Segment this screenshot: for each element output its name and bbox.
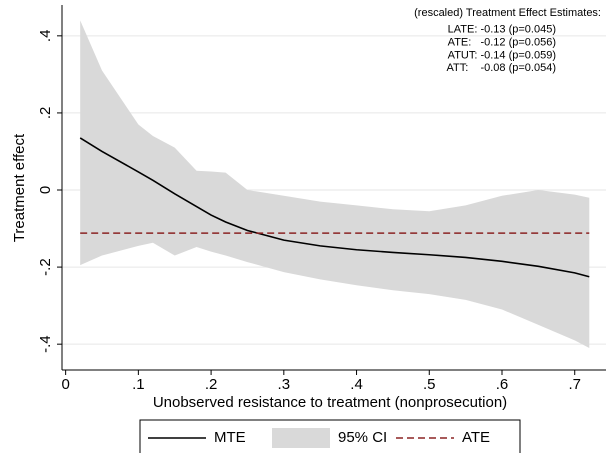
y-tick-label: .4	[37, 30, 54, 43]
y-tick-label: .2	[37, 107, 54, 120]
annotation: LATE: -0.13 (p=0.045)	[448, 24, 556, 36]
x-tick-label: .6	[496, 376, 509, 393]
annotation: ATE: -0.12 (p=0.056)	[448, 37, 556, 49]
x-tick-label: 0	[61, 376, 69, 393]
y-tick-label: 0	[37, 186, 54, 194]
x-tick-label: .7	[568, 376, 581, 393]
x-axis-label: Unobserved resistance to treatment (nonp…	[153, 394, 507, 411]
x-tick-label: .3	[278, 376, 291, 393]
x-tick-label: .2	[205, 376, 218, 393]
legend-label: ATE	[462, 429, 490, 446]
mte-line	[79, 137, 590, 278]
y-axis-label: Treatment effect	[11, 133, 28, 242]
y-tick-label: -.4	[37, 335, 54, 353]
legend-label: 95% CI	[338, 429, 387, 446]
x-tick-label: .4	[350, 376, 363, 393]
annotation: ATUT: -0.14 (p=0.059)	[448, 49, 556, 61]
x-tick-label: .5	[423, 376, 436, 393]
annotation: (rescaled) Treatment Effect Estimates:	[414, 7, 601, 19]
legend-swatch	[272, 428, 330, 448]
x-tick-label: .1	[132, 376, 145, 393]
annotation: ATT: -0.08 (p=0.054)	[446, 62, 556, 74]
ci-band	[80, 20, 590, 349]
y-tick-label: -.2	[37, 258, 54, 276]
legend-label: MTE	[214, 429, 246, 446]
